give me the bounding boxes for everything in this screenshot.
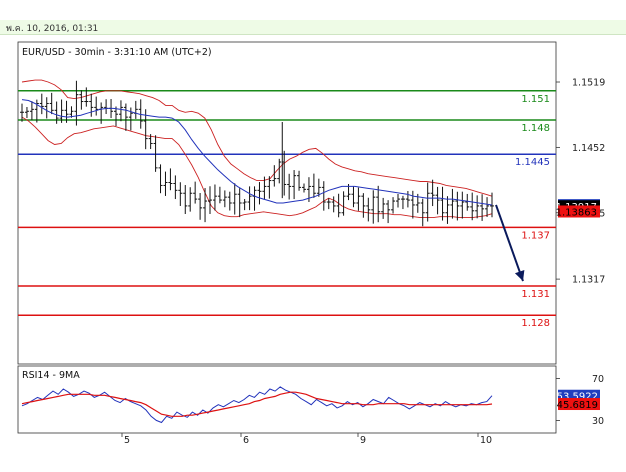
level-label: 1.131 xyxy=(521,289,550,300)
level-label: 1.151 xyxy=(521,94,550,105)
y-tick-label: 1.1452 xyxy=(572,143,605,154)
rsi-value-tag-label: 53.5922 xyxy=(557,392,598,403)
bollinger-lower xyxy=(21,116,493,219)
y-tick-label: 1.1519 xyxy=(572,78,605,89)
level-label: 1.1445 xyxy=(515,157,550,168)
timestamp-box xyxy=(0,20,626,35)
rsi-plot-frame xyxy=(17,365,557,434)
y-tick-label: 1.1317 xyxy=(572,275,605,286)
rsi-y-tick-label: 30 xyxy=(592,416,604,427)
level-label: 1.148 xyxy=(521,123,550,134)
main-plot-frame xyxy=(17,41,557,365)
rsi-ma-line xyxy=(21,391,493,417)
timestamp: พ.ค. 10, 2016, 01:31 xyxy=(6,24,99,34)
x-tick-label: 6 xyxy=(243,435,249,446)
projection-arrow-head xyxy=(514,269,525,282)
rsi-chart-title: RSI14 - 9MA xyxy=(22,370,80,381)
x-tick-label: 5 xyxy=(124,435,130,446)
level-label: 1.128 xyxy=(521,318,550,329)
main-chart-title: EUR/USD - 30min - 3:31:10 AM (UTC+2) xyxy=(22,47,212,58)
price-tag xyxy=(558,205,600,218)
price-tag-label: 1.13863 xyxy=(556,207,597,218)
bollinger-upper xyxy=(21,79,493,197)
projection-arrow-shaft xyxy=(495,204,524,282)
level-label: 1.137 xyxy=(521,230,550,241)
rsi-y-tick-label: 70 xyxy=(592,374,604,385)
moving-average-line xyxy=(21,99,493,206)
rsi-value-tag-label: 45.6819 xyxy=(557,400,598,411)
x-tick-label: 10 xyxy=(480,435,492,446)
x-tick-label: 9 xyxy=(360,435,366,446)
rsi-value-tag xyxy=(558,398,600,411)
